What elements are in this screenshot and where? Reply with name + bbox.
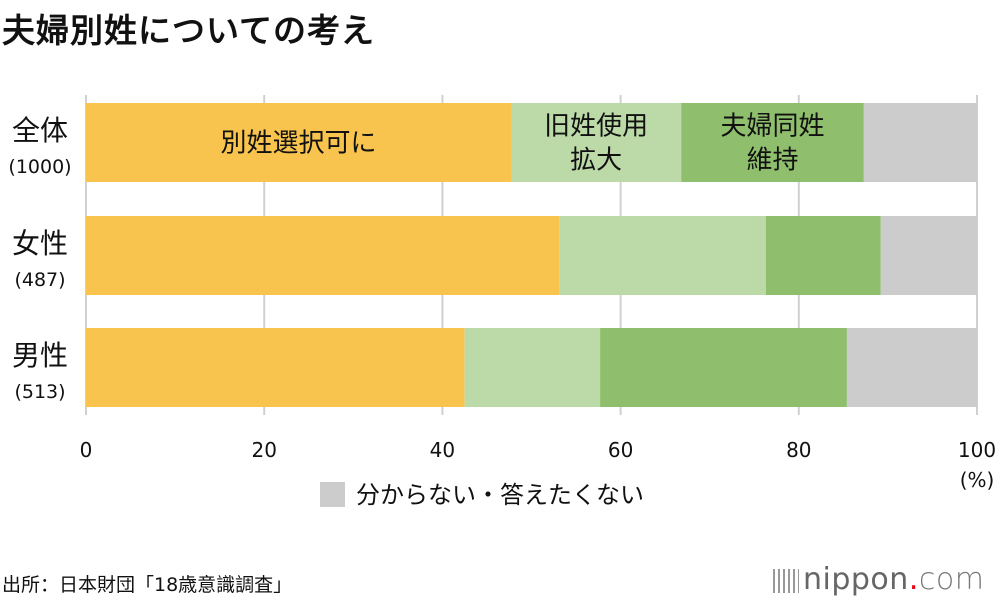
category-label: 全体 [12, 114, 68, 147]
category-count: (513) [14, 381, 65, 403]
legend-swatch [320, 482, 345, 507]
segment-label: 維持 [747, 146, 799, 176]
bar-segment [765, 216, 881, 295]
bar-segment [863, 103, 977, 182]
bar-segment [600, 328, 847, 407]
logo-bars-icon [773, 568, 799, 593]
x-tick-label: 100 [958, 438, 996, 462]
bar-segment [86, 216, 560, 295]
segment-label: 拡大 [570, 146, 622, 176]
x-tick-label: 20 [251, 438, 276, 462]
x-tick-label: 80 [786, 438, 811, 462]
x-tick-label: 0 [80, 438, 93, 462]
bar-segment [464, 328, 601, 407]
category-label: 男性 [12, 339, 68, 372]
bar-segment [511, 103, 682, 182]
x-unit-label: (%) [960, 468, 995, 492]
bar-segment [846, 328, 977, 407]
category-count: (1000) [8, 156, 71, 178]
bar-segment [880, 216, 977, 295]
source-note: 出所：日本財団「18歳意識調査」 [2, 574, 293, 596]
bar-segment [86, 328, 465, 407]
segment-label: 夫婦同姓 [721, 112, 825, 142]
bar-segment [559, 216, 766, 295]
bar-segment [681, 103, 864, 182]
x-tick-label: 60 [608, 438, 633, 462]
legend-label: 分からない・答えたくない [356, 481, 644, 509]
chart-title: 夫婦別姓についての考え [2, 11, 376, 50]
category-count: (487) [14, 269, 65, 291]
logo-text: nippon [803, 562, 909, 597]
segment-label: 旧姓使用 [544, 112, 648, 142]
logo-dot: . [908, 562, 919, 597]
nippon-logo: nippon.com [773, 562, 984, 597]
x-tick-label: 40 [430, 438, 455, 462]
segment-label: 別姓選択可に [220, 129, 376, 159]
logo-suffix: com [918, 562, 985, 597]
bar-segment [86, 103, 512, 182]
category-label: 女性 [12, 227, 68, 260]
